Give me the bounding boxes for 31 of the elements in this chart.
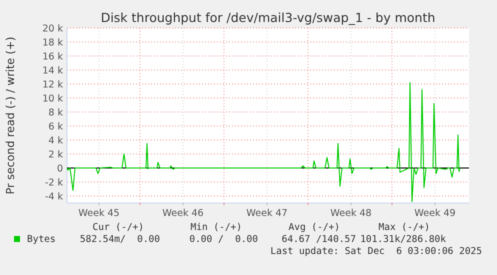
legend-label: Bytes <box>27 234 56 245</box>
text: Max (-/+) <box>378 222 430 233</box>
text: 101.31k/286.80k <box>360 234 446 245</box>
y-tick-label: 18 k <box>42 38 64 48</box>
x-tick-label: Week 48 <box>330 208 372 219</box>
y-tick-label: -2 k <box>45 178 64 188</box>
y-tick-label: 0 <box>56 164 63 174</box>
y-tick-label: 14 k <box>42 66 64 76</box>
y-tick-label: 6 k <box>48 122 64 132</box>
y-tick-label: 4 k <box>48 136 64 146</box>
text: 582.54m/ 0.00 <box>80 234 160 245</box>
x-tick-label: Week 49 <box>414 208 456 219</box>
x-tick-label: Week 46 <box>162 208 204 219</box>
chart-title: Disk throughput for /dev/mail3-vg/swap_1 - by month <box>100 10 436 25</box>
y-tick-label: 10 k <box>42 94 64 104</box>
text: 0.00 / 0.00 <box>189 234 258 245</box>
text: Last update: Sat Dec 6 03:00:06 2025 <box>270 246 482 257</box>
text: Avg (-/+) <box>288 222 340 233</box>
x-tick-label: Week 47 <box>246 208 288 219</box>
y-axis-title: Pr second read (-) / write (+) <box>4 36 17 194</box>
text: Cur (-/+) <box>92 222 144 233</box>
text: Min (-/+) <box>190 222 242 233</box>
x-tick-label: Week 45 <box>78 208 120 219</box>
y-tick-label: 2 k <box>48 150 64 160</box>
y-tick-label: 12 k <box>42 80 64 90</box>
y-tick-label: 8 k <box>48 108 64 118</box>
text: 64.67 /140.57 <box>282 234 356 245</box>
y-tick-label: 20 k <box>42 24 64 34</box>
line-series <box>66 82 460 202</box>
y-tick-label: 16 k <box>42 52 64 62</box>
y-tick-label: -4 k <box>45 192 64 202</box>
